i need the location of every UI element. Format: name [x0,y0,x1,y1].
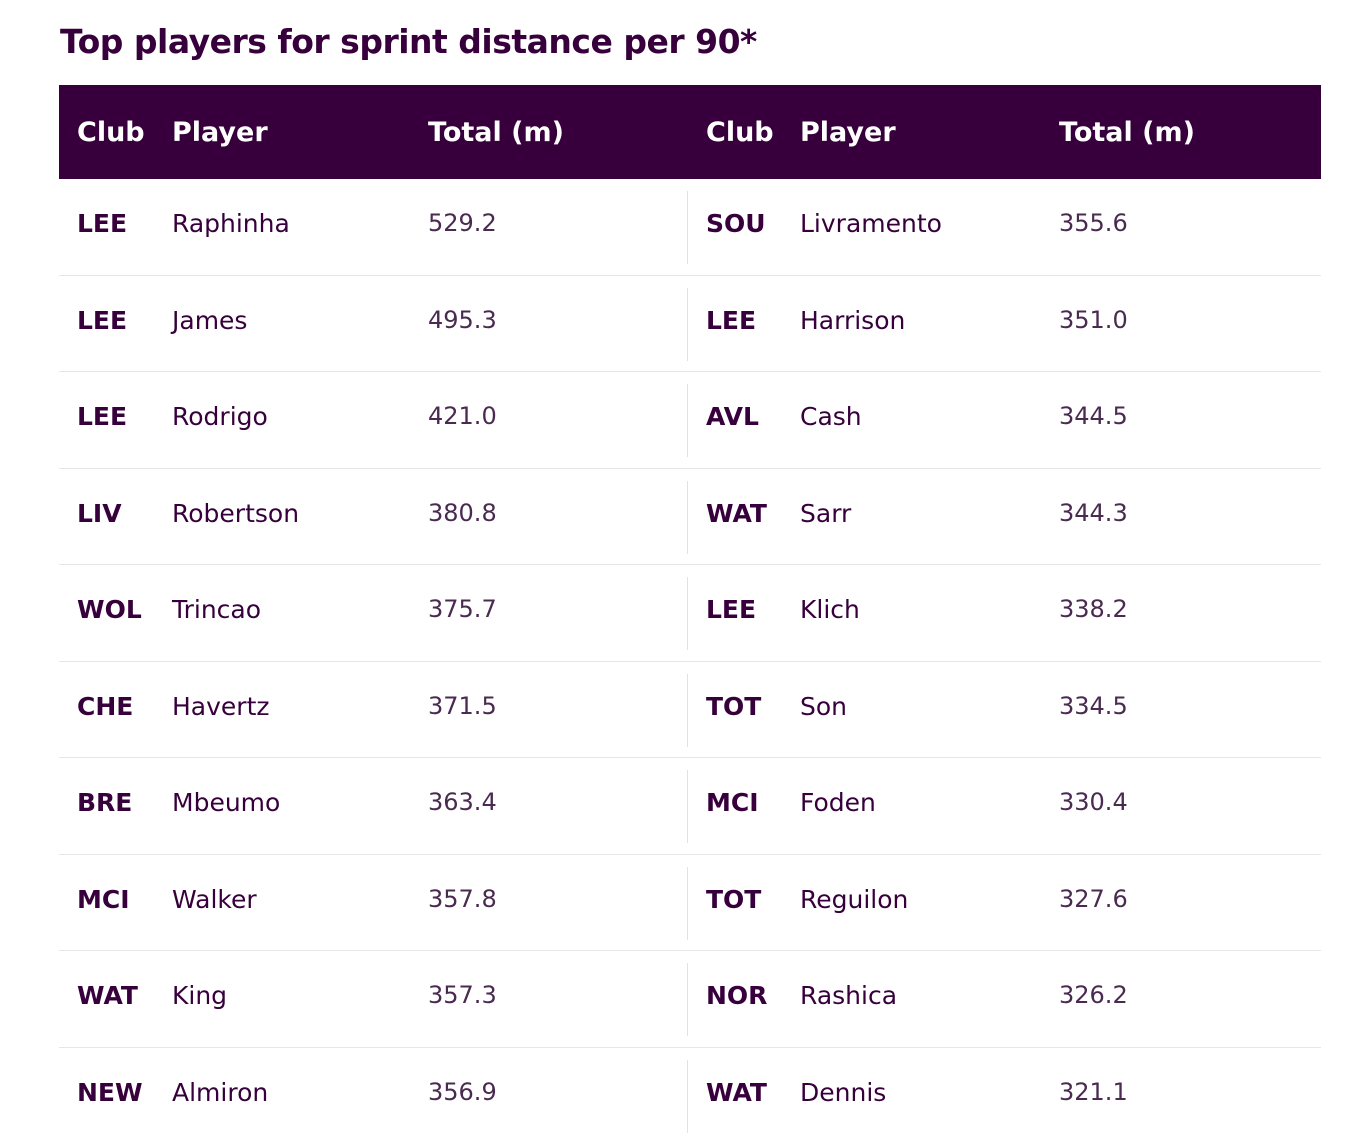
right-club-cell: LEE [706,305,757,335]
right-club-cell: TOT [706,691,762,721]
left-club-cell: BRE [77,788,133,817]
right-club-cell: WAT [706,498,767,528]
header-total-right: Total (m) [1059,117,1195,148]
left-total-cell: 495.3 [428,305,497,334]
sprint-distance-table: Club Player Total (m) Club Player Total … [59,85,1321,1136]
left-player-cell: Havertz [172,691,270,721]
left-player-cell: Robertson [172,498,300,528]
left-club-cell: CHE [77,691,134,721]
left-player-cell: Raphinha [172,209,290,238]
table-row: LIV Robertson 380.8 WAT Sarr 344.3 [59,469,1321,565]
right-total-cell: 330.4 [1059,788,1128,816]
column-divider [687,963,688,1036]
left-total-cell: 421.0 [428,402,497,430]
column-divider [687,770,688,843]
right-player-cell: Klich [800,595,860,624]
right-club-cell: WAT [706,1077,767,1107]
left-player-cell: Trincao [172,595,262,624]
right-player-cell: Cash [800,402,862,431]
right-total-cell: 338.2 [1059,595,1128,623]
column-divider [687,577,688,650]
right-player-cell: Reguilon [800,884,909,914]
right-club-cell: TOT [706,884,762,914]
header-total-left: Total (m) [428,117,564,148]
right-player-cell: Rashica [800,981,898,1010]
table-row: BRE Mbeumo 363.4 MCI Foden 330.4 [59,758,1321,855]
left-club-cell: MCI [77,884,130,914]
header-club-left: Club [77,117,145,148]
left-total-cell: 380.8 [428,498,497,527]
left-total-cell: 375.7 [428,595,497,623]
table-row: WAT King 357.3 NOR Rashica 326.2 [59,951,1321,1048]
left-club-cell: NEW [77,1077,143,1107]
column-divider [687,1059,688,1133]
left-total-cell: 363.4 [428,788,497,816]
right-club-cell: MCI [706,788,759,817]
table-row: WOL Trincao 375.7 LEE Klich 338.2 [59,565,1321,662]
column-divider [687,480,688,554]
right-total-cell: 326.2 [1059,981,1128,1009]
left-total-cell: 529.2 [428,209,497,237]
right-club-cell: SOU [706,209,766,238]
left-club-cell: WOL [77,595,142,624]
left-club-cell: LEE [77,305,128,335]
left-player-cell: Almiron [172,1077,269,1107]
header-player-left: Player [172,117,268,148]
column-divider [687,866,688,940]
left-club-cell: LIV [77,498,122,528]
table-row: NEW Almiron 356.9 WAT Dennis 321.1 [59,1048,1321,1136]
left-club-cell: WAT [77,981,138,1010]
right-player-cell: Dennis [800,1077,887,1107]
header-club-right: Club [706,117,774,148]
table-header: Club Player Total (m) Club Player Total … [59,85,1321,179]
column-divider [687,384,688,457]
left-club-cell: LEE [77,209,128,238]
right-total-cell: 321.1 [1059,1077,1128,1106]
left-total-cell: 371.5 [428,691,497,720]
left-player-cell: Mbeumo [172,788,281,817]
page-title: Top players for sprint distance per 90* [60,22,757,61]
right-total-cell: 334.5 [1059,691,1128,720]
left-total-cell: 356.9 [428,1077,497,1106]
right-total-cell: 327.6 [1059,884,1128,913]
header-player-right: Player [800,117,896,148]
table-body: LEE Raphinha 529.2 SOU Livramento 355.6 LEE Jam… [59,179,1321,1136]
right-total-cell: 355.6 [1059,209,1128,237]
right-total-cell: 344.3 [1059,498,1128,527]
left-player-cell: James [172,305,248,335]
right-total-cell: 344.5 [1059,402,1128,430]
right-total-cell: 351.0 [1059,305,1128,334]
left-club-cell: LEE [77,402,128,431]
column-divider [687,191,688,264]
right-club-cell: AVL [706,402,759,431]
right-club-cell: NOR [706,981,768,1010]
table-row: LEE James 495.3 LEE Harrison 351.0 [59,276,1321,372]
table-row: LEE Rodrigo 421.0 AVL Cash 344.5 [59,372,1321,469]
left-player-cell: King [172,981,228,1010]
column-divider [687,287,688,361]
right-player-cell: Foden [800,788,876,817]
table-row: MCI Walker 357.8 TOT Reguilon 327.6 [59,855,1321,951]
left-total-cell: 357.3 [428,981,497,1009]
right-player-cell: Sarr [800,498,852,528]
right-player-cell: Harrison [800,305,906,335]
column-divider [687,673,688,747]
right-player-cell: Son [800,691,848,721]
right-player-cell: Livramento [800,209,942,238]
left-total-cell: 357.8 [428,884,497,913]
left-player-cell: Walker [172,884,257,914]
right-club-cell: LEE [706,595,757,624]
left-player-cell: Rodrigo [172,402,268,431]
table-row: CHE Havertz 371.5 TOT Son 334.5 [59,662,1321,758]
table-row: LEE Raphinha 529.2 SOU Livramento 355.6 [59,179,1321,276]
